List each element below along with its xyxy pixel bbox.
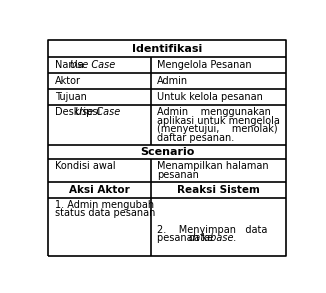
Text: daftar pesanan.: daftar pesanan. bbox=[157, 133, 234, 143]
Text: Admin    menggunakan: Admin menggunakan bbox=[157, 107, 271, 117]
Text: Aktor: Aktor bbox=[55, 76, 81, 86]
Text: Nama: Nama bbox=[55, 60, 87, 70]
Text: Tujuan: Tujuan bbox=[55, 92, 86, 102]
Text: Menampilkan halaman: Menampilkan halaman bbox=[157, 161, 269, 171]
Text: pesanan ke: pesanan ke bbox=[157, 233, 216, 243]
Text: Kondisi awal: Kondisi awal bbox=[55, 161, 115, 171]
Text: database.: database. bbox=[189, 233, 237, 243]
Text: Identifikasi: Identifikasi bbox=[132, 44, 202, 54]
Text: status data pesanan: status data pesanan bbox=[55, 208, 155, 218]
Text: Deskripsi: Deskripsi bbox=[55, 107, 103, 117]
Text: pesanan: pesanan bbox=[157, 170, 199, 180]
Text: Mengelola Pesanan: Mengelola Pesanan bbox=[157, 60, 252, 70]
Text: Admin: Admin bbox=[157, 76, 188, 86]
Text: 2.    Menyimpan   data: 2. Menyimpan data bbox=[157, 225, 267, 235]
Text: 1. Admin mengubah: 1. Admin mengubah bbox=[55, 200, 154, 210]
Text: Reaksi Sistem: Reaksi Sistem bbox=[177, 185, 260, 195]
Text: Scenario: Scenario bbox=[140, 147, 194, 157]
Text: aplikasi untuk mengelola: aplikasi untuk mengelola bbox=[157, 116, 280, 126]
Text: Use Case: Use Case bbox=[70, 60, 115, 70]
Text: (menyetujui,    menolak): (menyetujui, menolak) bbox=[157, 124, 278, 134]
Text: Aksi Aktor: Aksi Aktor bbox=[69, 185, 130, 195]
Text: Use Case: Use Case bbox=[75, 107, 121, 117]
Text: Untuk kelola pesanan: Untuk kelola pesanan bbox=[157, 92, 263, 102]
